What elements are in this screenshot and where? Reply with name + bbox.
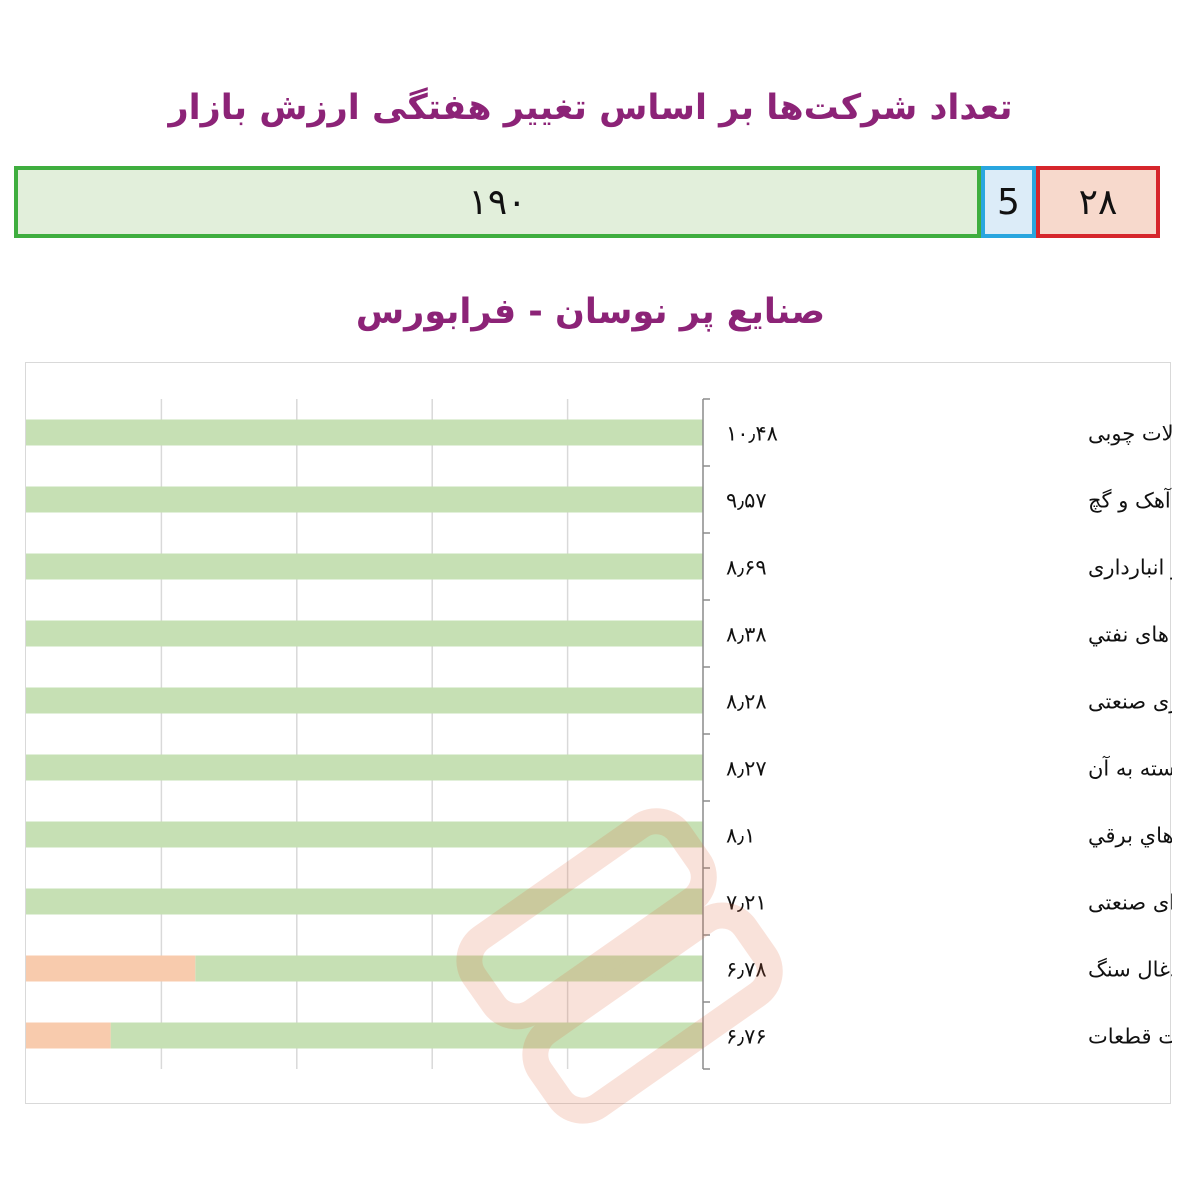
bar-segment	[26, 486, 703, 513]
category-label: استخراج ذغال سنگ	[1088, 958, 1172, 983]
bar-segment	[26, 687, 703, 714]
data-label: ۸٫۱	[726, 824, 755, 848]
unchanged-companies-segment: 5	[981, 166, 1036, 238]
falling-companies-segment: ۲۸	[1036, 166, 1160, 238]
category-label: فرآورده های نفتي	[1088, 622, 1172, 647]
data-label: ۸٫۳۸	[726, 623, 767, 647]
rising-companies-segment: ۱۹۰	[14, 166, 981, 238]
data-label: ۶٫۷۶	[726, 1025, 767, 1049]
category-label: شرکتهای چند رشته ای صنعتی	[1088, 891, 1172, 915]
bar-segment	[26, 1022, 111, 1049]
data-label: ۶٫۷۸	[726, 958, 767, 982]
bar-segment	[26, 419, 703, 446]
summary-title: تعداد شرکت‌ها بر اساس تغییر هفتگی ارزش ب…	[168, 88, 1013, 128]
chart-title: صنایع پر نوسان - فرابورس	[355, 292, 826, 332]
falling-companies-count: ۲۸	[1078, 181, 1118, 223]
data-label: ۷٫۲۱	[726, 891, 767, 915]
bar-segment	[26, 955, 196, 982]
bar-segment	[195, 955, 703, 982]
category-label: رايانه و فعاليتهاي وابسته به آن	[1088, 756, 1172, 781]
data-label: ۸٫۶۹	[726, 556, 767, 580]
bar-segment	[26, 553, 703, 580]
bar-segment	[26, 888, 703, 915]
data-label: ۹٫۵۷	[726, 489, 767, 513]
category-label: سیمان، آهک و گچ	[1088, 488, 1172, 513]
category-label: حمل و نقل و انبارداری	[1088, 556, 1172, 580]
bar-segment	[26, 620, 703, 647]
bar-segment	[26, 821, 703, 848]
volatile-industries-chart: ۱۰٫۴۸ محصولات چوبی ۹٫۵۷ سیمان، آهک و گچ ۸٫۶۹…	[26, 398, 1172, 1070]
unchanged-companies-count: 5	[997, 181, 1020, 223]
rising-companies-count: ۱۹۰	[468, 181, 527, 223]
category-label: پیمانکاری صنعتی	[1088, 690, 1172, 714]
category-label: خودرو و ساخت قطعات	[1088, 1025, 1172, 1049]
data-label: ۱۰٫۴۸	[726, 422, 778, 446]
chart-frame: ۱۰٫۴۸ محصولات چوبی ۹٫۵۷ سیمان، آهک و گچ ۸٫۶۹…	[25, 362, 1172, 1124]
data-label: ۸٫۲۸	[726, 690, 767, 714]
category-label: محصولات چوبی	[1088, 422, 1172, 446]
category-label: ماشين آلات و دستگاه هاي برقي	[1088, 823, 1172, 848]
data-label: ۸٫۲۷	[726, 757, 767, 781]
bar-segment	[110, 1022, 703, 1049]
bar-segment	[26, 754, 703, 781]
